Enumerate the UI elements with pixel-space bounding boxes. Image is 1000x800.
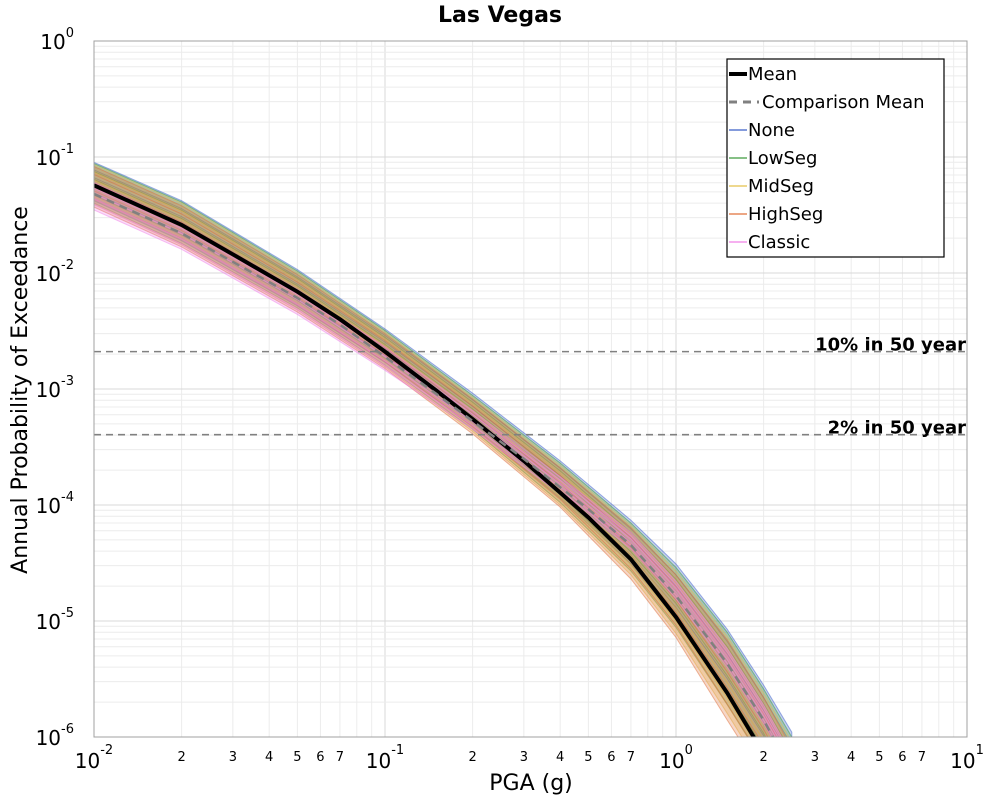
y-tick-label: 10-4 xyxy=(36,490,74,518)
branch-curve-none xyxy=(94,169,788,737)
y-axis-label: Annual Probability of Exceedance xyxy=(8,206,33,574)
x-minor-tick-label: 3 xyxy=(229,750,237,765)
y-tick-label: 100 xyxy=(40,26,74,54)
legend-label: MidSeg xyxy=(748,176,814,197)
y-tick-labels: 100 10-1 10-2 10-3 10-4 10-5 10-6 xyxy=(36,26,74,750)
plot-frame xyxy=(93,40,968,738)
grid xyxy=(93,41,967,738)
x-minor-tick-label: 6 xyxy=(898,750,906,765)
y-tick-label: 10-2 xyxy=(36,258,74,286)
x-tick-label: 10-1 xyxy=(366,743,404,773)
branch-curve-lowseg xyxy=(94,170,784,737)
legend-box xyxy=(726,58,945,258)
y-tick-label: 10-6 xyxy=(36,722,74,750)
legend-label: Mean xyxy=(748,64,797,85)
x-minor-tick-label: 4 xyxy=(265,750,273,765)
legend: Mean Comparison Mean None LowSeg MidSeg HighS… xyxy=(726,58,945,258)
x-minor-tick-label: 5 xyxy=(584,750,592,765)
x-minor-tick-label: 3 xyxy=(520,750,528,765)
x-minor-tick-label: 7 xyxy=(918,750,926,765)
x-minor-tick-label: 2 xyxy=(759,750,767,765)
y-tick-label: 10-5 xyxy=(36,606,74,634)
x-minor-tick-label: 7 xyxy=(336,750,344,765)
x-minor-tick-label: 6 xyxy=(316,750,324,765)
x-minor-tick-label: 3 xyxy=(811,750,819,765)
x-tick-label: 100 xyxy=(659,743,693,773)
x-minor-tick-label: 4 xyxy=(847,750,855,765)
band-classic xyxy=(94,182,783,737)
x-minor-tick-label: 2 xyxy=(177,750,185,765)
legend-label: Comparison Mean xyxy=(762,92,925,113)
reference-lines: 10% in 50 year 2% in 50 year xyxy=(94,335,967,439)
x-tick-label: 10-2 xyxy=(75,743,113,773)
legend-label: HighSeg xyxy=(748,204,823,225)
x-minor-tick-label: 5 xyxy=(875,750,883,765)
reference-line-label: 2% in 50 year xyxy=(828,418,966,439)
x-minor-tick-label: 2 xyxy=(468,750,476,765)
chart-title: Las Vegas xyxy=(438,3,562,28)
x-axis-label: PGA (g) xyxy=(489,771,573,796)
x-minor-tick-label: 4 xyxy=(556,750,564,765)
x-minor-tick-label: 7 xyxy=(627,750,635,765)
reference-line-label: 10% in 50 year xyxy=(815,335,966,356)
legend-label: Classic xyxy=(748,232,810,253)
x-minor-tick-label: 5 xyxy=(293,750,301,765)
branch-curve-classic xyxy=(94,187,781,737)
legend-label: LowSeg xyxy=(748,148,817,169)
x-tick-label: 101 xyxy=(950,743,984,773)
y-tick-label: 10-3 xyxy=(36,374,74,402)
branch-curve-midseg xyxy=(94,196,753,737)
y-tick-label: 10-1 xyxy=(36,142,74,170)
legend-label: None xyxy=(748,120,795,141)
mean-curves xyxy=(94,183,775,737)
series-mean xyxy=(94,183,757,737)
x-minor-tick-label: 6 xyxy=(607,750,615,765)
